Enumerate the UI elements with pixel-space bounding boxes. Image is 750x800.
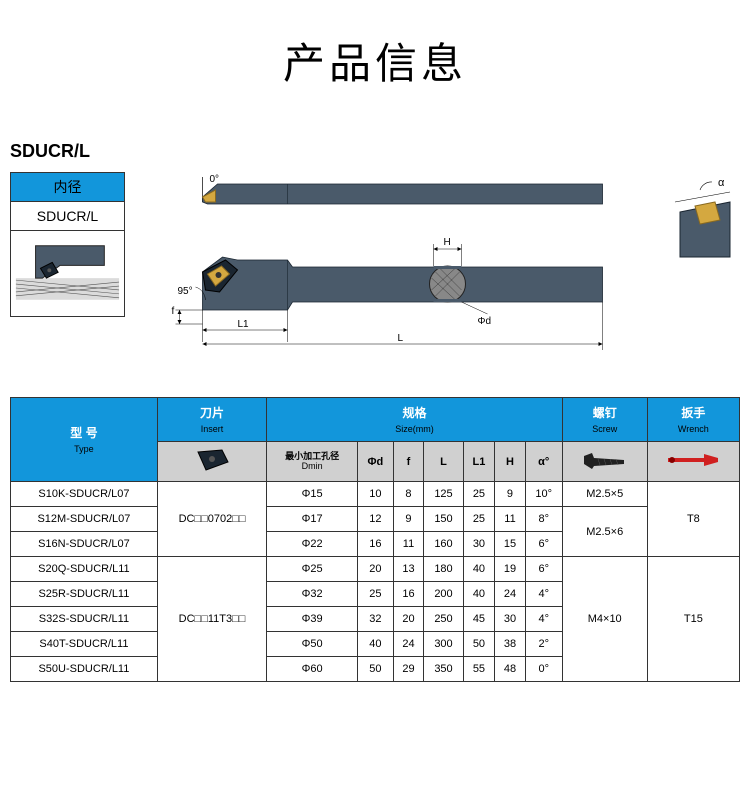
th-wrench-img	[647, 442, 739, 482]
th-insert-img	[157, 442, 266, 482]
page-title: 产品信息	[0, 0, 750, 141]
th-L: L	[424, 442, 463, 482]
main-diagram: 0°	[145, 172, 650, 367]
alpha-icon: α	[670, 172, 740, 292]
wrench-icon	[666, 452, 721, 468]
insert-icon	[192, 448, 232, 472]
spec-table: 型 号 Type 刀片 Insert 规格 Size(mm) 螺钉 Screw …	[10, 397, 740, 682]
th-insert: 刀片 Insert	[157, 398, 266, 442]
svg-text:95°: 95°	[178, 286, 193, 297]
section-label: SDUCR/L	[0, 141, 750, 172]
tool-diagram-icon: 0°	[145, 172, 650, 362]
info-box: 内径 SDUCR/L	[10, 172, 125, 317]
info-box-header: 内径	[11, 173, 124, 202]
diagram-row: 内径 SDUCR/L 0°	[0, 172, 750, 387]
th-L1: L1	[463, 442, 494, 482]
th-alpha: α°	[525, 442, 562, 482]
alpha-diagram: α	[670, 172, 740, 297]
tool-thumbnail-icon	[11, 231, 124, 315]
th-wrench: 扳手 Wrench	[647, 398, 739, 442]
th-size: 规格 Size(mm)	[267, 398, 562, 442]
info-box-model: SDUCR/L	[11, 202, 124, 231]
th-f: f	[393, 442, 424, 482]
th-H: H	[495, 442, 526, 482]
svg-text:0°: 0°	[210, 174, 220, 185]
table-row: S10K-SDUCR/L07 DC□□0702□□ Φ1510812525910…	[11, 482, 740, 507]
th-phid: Φd	[358, 442, 394, 482]
table-row: S20Q-SDUCR/L11 DC□□11T3□□ Φ2520131804019…	[11, 557, 740, 582]
svg-text:H: H	[444, 237, 451, 248]
th-screw: 螺钉 Screw	[562, 398, 647, 442]
svg-text:f: f	[172, 306, 175, 317]
info-box-diagram	[11, 231, 124, 316]
th-type: 型 号 Type	[11, 398, 158, 482]
svg-text:α: α	[718, 177, 725, 189]
svg-text:Φd: Φd	[478, 316, 492, 327]
screw-icon	[580, 451, 630, 469]
th-screw-img	[562, 442, 647, 482]
th-dmin: 最小加工孔径 Dmin	[267, 442, 358, 482]
svg-text:L: L	[398, 333, 404, 344]
svg-text:L1: L1	[238, 319, 250, 330]
table-row: S12M-SDUCR/L07 Φ1712915025118° M2.5×6	[11, 507, 740, 532]
